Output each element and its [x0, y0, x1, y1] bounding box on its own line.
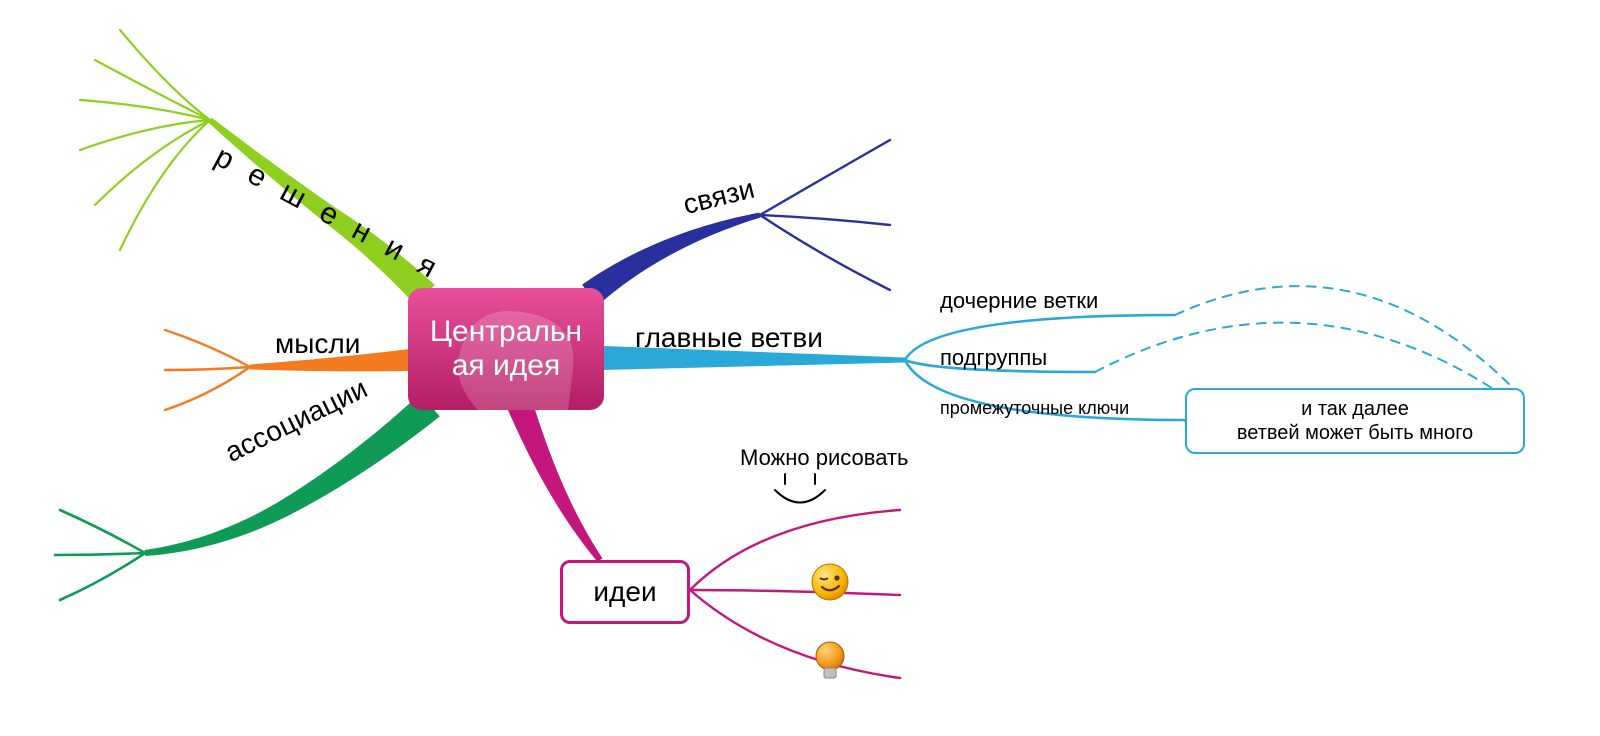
mindmap-canvas	[0, 0, 1600, 736]
central-idea-label: Центральная идея	[430, 315, 582, 384]
central-idea-node[interactable]: Центральная идея	[408, 288, 604, 410]
handwritten-note: Можно рисовать	[740, 445, 909, 471]
sub-label-promklyuchi: промежуточные ключи	[940, 398, 1129, 419]
wink-face-icon	[812, 564, 848, 600]
branch-label-mysli: мысли	[275, 328, 360, 360]
lightbulb-icon	[816, 642, 844, 678]
dashed-connectors	[1095, 286, 1520, 395]
branch-label-glavnye: главные ветви	[635, 322, 823, 354]
sub-label-podgruppy: подгруппы	[940, 345, 1047, 371]
sub-label-dochernie: дочерние ветки	[940, 288, 1098, 314]
branch-node-idei[interactable]: идеи	[560, 560, 690, 624]
branch-label-idei: идеи	[593, 575, 656, 609]
end-note-text: и так далее ветвей может быть много	[1237, 397, 1473, 445]
end-note-box[interactable]: и так далее ветвей может быть много	[1185, 388, 1525, 454]
